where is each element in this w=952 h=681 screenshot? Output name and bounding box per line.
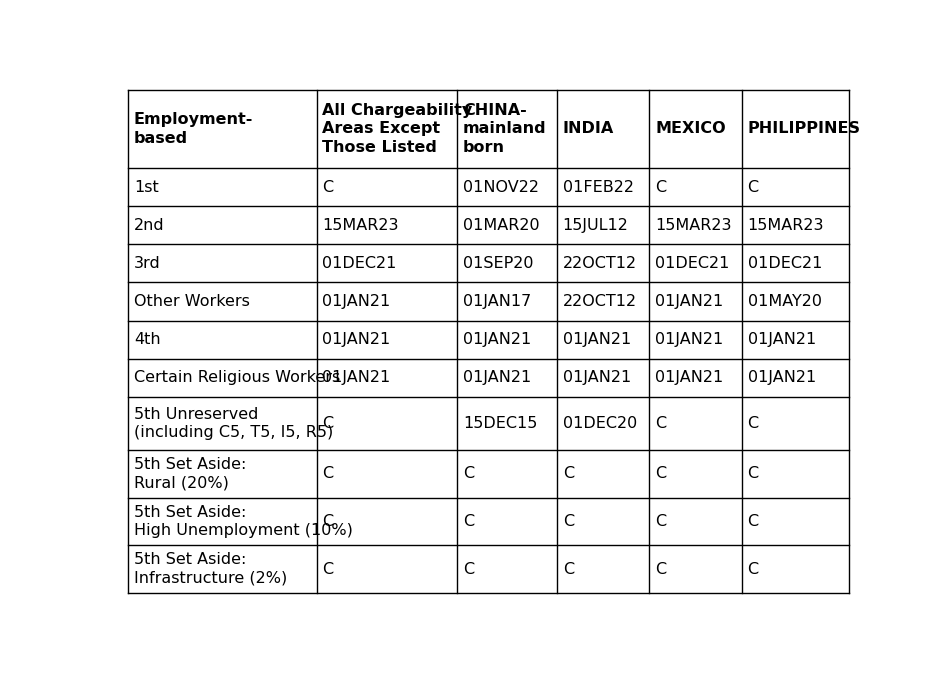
Text: 01JAN21: 01JAN21	[322, 294, 390, 309]
Text: C: C	[562, 514, 573, 529]
Text: 5th Unreserved
(including C5, T5, I5, R5): 5th Unreserved (including C5, T5, I5, R5…	[133, 407, 333, 440]
Text: 15DEC15: 15DEC15	[463, 416, 537, 431]
Text: 01JAN21: 01JAN21	[322, 332, 390, 347]
Text: C: C	[562, 466, 573, 481]
Text: C: C	[654, 180, 665, 195]
Text: 01DEC21: 01DEC21	[654, 256, 728, 271]
Text: 01JAN21: 01JAN21	[654, 370, 723, 385]
Text: 01JAN21: 01JAN21	[562, 332, 630, 347]
Text: Certain Religious Workers: Certain Religious Workers	[133, 370, 340, 385]
Text: 01JAN21: 01JAN21	[463, 332, 530, 347]
Text: PHILIPPINES: PHILIPPINES	[746, 121, 860, 136]
Text: MEXICO: MEXICO	[654, 121, 725, 136]
Text: 5th Set Aside:
Rural (20%): 5th Set Aside: Rural (20%)	[133, 457, 246, 490]
Text: C: C	[746, 180, 758, 195]
Text: 22OCT12: 22OCT12	[562, 294, 636, 309]
Text: C: C	[654, 514, 665, 529]
Text: 2nd: 2nd	[133, 218, 165, 233]
Text: 01JAN21: 01JAN21	[322, 370, 390, 385]
Text: 01FEB22: 01FEB22	[562, 180, 633, 195]
Text: C: C	[746, 466, 758, 481]
Text: 15MAR23: 15MAR23	[746, 218, 823, 233]
Text: 01JAN17: 01JAN17	[463, 294, 530, 309]
Text: 01JAN21: 01JAN21	[654, 332, 723, 347]
Text: 01DEC21: 01DEC21	[322, 256, 396, 271]
Text: 01MAY20: 01MAY20	[746, 294, 821, 309]
Text: 01JAN21: 01JAN21	[654, 294, 723, 309]
Text: 01MAR20: 01MAR20	[463, 218, 539, 233]
Text: 01JAN21: 01JAN21	[562, 370, 630, 385]
Text: CHINA-
mainland
born: CHINA- mainland born	[463, 103, 545, 155]
Text: All Chargeability
Areas Except
Those Listed: All Chargeability Areas Except Those Lis…	[322, 103, 472, 155]
Text: 5th Set Aside:
Infrastructure (2%): 5th Set Aside: Infrastructure (2%)	[133, 552, 287, 586]
Text: C: C	[463, 466, 473, 481]
Text: C: C	[654, 562, 665, 577]
Text: 01JAN21: 01JAN21	[463, 370, 530, 385]
Text: INDIA: INDIA	[562, 121, 613, 136]
Text: C: C	[322, 562, 333, 577]
Text: 01SEP20: 01SEP20	[463, 256, 533, 271]
Text: 22OCT12: 22OCT12	[562, 256, 636, 271]
Text: Other Workers: Other Workers	[133, 294, 249, 309]
Text: Employment-
based: Employment- based	[133, 112, 253, 146]
Text: C: C	[322, 514, 333, 529]
Text: 01DEC20: 01DEC20	[562, 416, 636, 431]
Text: C: C	[463, 514, 473, 529]
Text: 01NOV22: 01NOV22	[463, 180, 538, 195]
Text: C: C	[654, 466, 665, 481]
Text: C: C	[322, 466, 333, 481]
Text: C: C	[562, 562, 573, 577]
Text: C: C	[746, 514, 758, 529]
Text: C: C	[322, 416, 333, 431]
Text: 3rd: 3rd	[133, 256, 161, 271]
Text: 15MAR23: 15MAR23	[322, 218, 399, 233]
Text: 01JAN21: 01JAN21	[746, 332, 815, 347]
Text: 1st: 1st	[133, 180, 158, 195]
Text: C: C	[463, 562, 473, 577]
Text: C: C	[322, 180, 333, 195]
Text: 15JUL12: 15JUL12	[562, 218, 628, 233]
Text: 5th Set Aside:
High Unemployment (10%): 5th Set Aside: High Unemployment (10%)	[133, 505, 352, 538]
Text: 4th: 4th	[133, 332, 160, 347]
Text: C: C	[746, 416, 758, 431]
Text: C: C	[746, 562, 758, 577]
Text: 01DEC21: 01DEC21	[746, 256, 821, 271]
Text: 15MAR23: 15MAR23	[654, 218, 731, 233]
Text: 01JAN21: 01JAN21	[746, 370, 815, 385]
Text: C: C	[654, 416, 665, 431]
